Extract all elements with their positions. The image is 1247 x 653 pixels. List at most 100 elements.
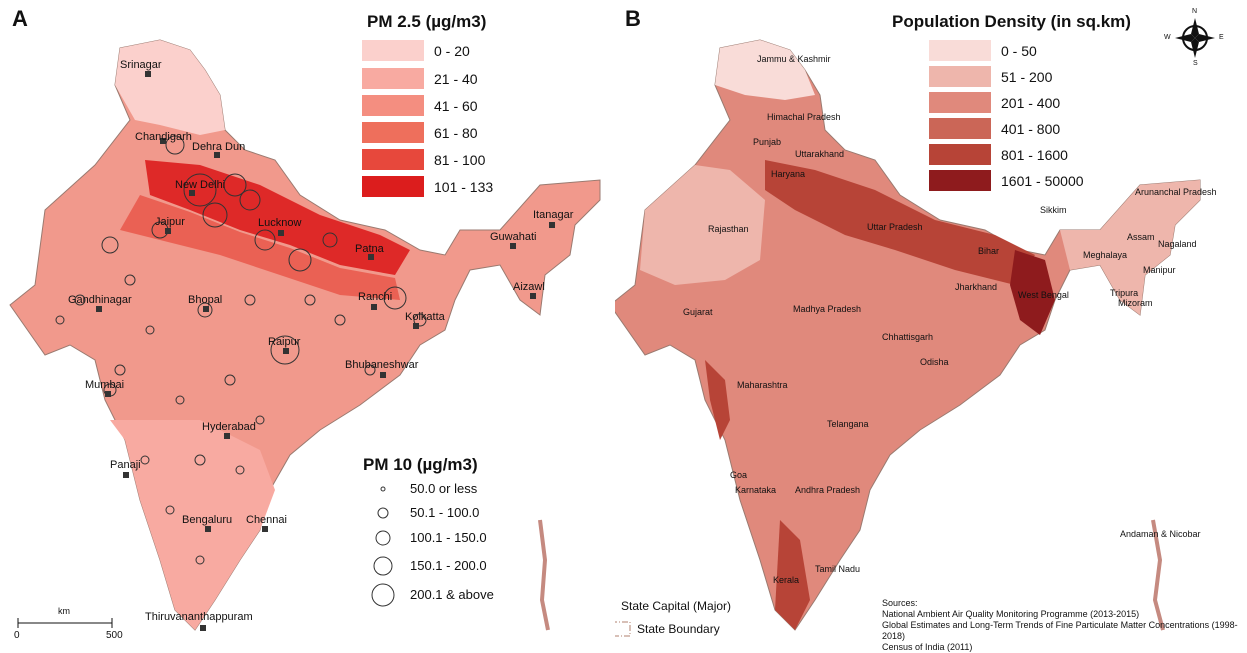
city-label: Itanagar — [533, 209, 574, 221]
legend-row: 201 - 400 — [929, 92, 1060, 113]
compass-w: W — [1164, 34, 1171, 41]
pm10-legend-label: 200.1 & above — [410, 587, 494, 602]
legend-label: 0 - 20 — [434, 42, 470, 59]
state-labels: Jammu & Kashmir Himachal Pradesh Punjab … — [683, 54, 1217, 585]
compass-e: E — [1219, 34, 1224, 41]
state-label: Manipur — [1143, 265, 1176, 275]
state-label: Sikkim — [1040, 205, 1067, 215]
state-label: Chhattisgarh — [882, 332, 933, 342]
state-label: Mizoram — [1118, 298, 1153, 308]
state-label: Madhya Pradesh — [793, 304, 861, 314]
legend-swatch — [362, 149, 424, 170]
legend-label: 51 - 200 — [1001, 68, 1053, 85]
pm10-legend-label: 50.0 or less — [410, 481, 478, 496]
legend-swatch — [362, 95, 424, 116]
india-pm-map: Srinagar Chandigarh Dehra Dun New Delhi … — [9, 39, 601, 631]
city-label: Bhopal — [188, 294, 222, 306]
state-label: Uttarakhand — [795, 149, 844, 159]
city-label: Bhubaneshwar — [345, 359, 419, 371]
panel-b-density-map: Jammu & Kashmir Himachal Pradesh Punjab … — [615, 0, 1247, 652]
legend-label: 81 - 100 — [434, 151, 486, 168]
india-outline — [615, 39, 1201, 631]
state-label: Andhra Pradesh — [795, 485, 860, 495]
source-line: Global Estimates and Long-Term Trends of… — [882, 620, 1238, 641]
city-label: Panaji — [110, 459, 141, 471]
state-label: Andaman & Nicobar — [1120, 529, 1201, 539]
scale-bar — [17, 618, 113, 628]
city-label: Gandhinagar — [68, 294, 132, 306]
legend-label: 0 - 50 — [1001, 42, 1037, 59]
state-label: Goa — [730, 470, 747, 480]
sources-block: Sources: National Ambient Air Quality Mo… — [882, 598, 1247, 653]
density-legend-title: Population Density (in sq.km) — [892, 12, 1131, 31]
region-northeast — [1060, 180, 1200, 315]
legend-row: 101 - 133 — [362, 176, 493, 197]
region-indo-gangetic-edge — [120, 195, 400, 300]
legend-swatch — [929, 118, 991, 139]
legend-swatch — [362, 68, 424, 89]
legend-label: 401 - 800 — [1001, 120, 1061, 137]
state-label: Jharkhand — [955, 282, 997, 292]
india-outline — [9, 39, 601, 631]
scale-start: 0 — [14, 630, 20, 641]
city-label: Jaipur — [155, 216, 185, 228]
city-label: Srinagar — [120, 59, 162, 71]
compass-rose — [1175, 18, 1215, 58]
state-label: Tamil Nadu — [815, 564, 860, 574]
city-label: Chandigarh — [135, 131, 192, 143]
andaman-islands — [1151, 519, 1165, 631]
legend-row: 1601 - 50000 — [929, 170, 1084, 191]
state-label: Telangana — [827, 419, 869, 429]
legend-label: 801 - 1600 — [1001, 146, 1068, 163]
legend-swatch — [929, 144, 991, 165]
city-label: Chennai — [246, 514, 287, 526]
state-label: Kerala — [773, 575, 799, 585]
state-label: Nagaland — [1158, 239, 1197, 249]
state-label: Punjab — [753, 137, 781, 147]
city-label: Thiruvananthappuram — [145, 611, 253, 623]
legend-label: 61 - 80 — [434, 124, 478, 141]
legend-row: 0 - 50 — [929, 40, 1037, 61]
state-label: Jammu & Kashmir — [757, 54, 831, 64]
state-label: Maharashtra — [737, 380, 788, 390]
panel-a-pm-map: Srinagar Chandigarh Dehra Dun New Delhi … — [0, 0, 615, 648]
legend-label: 1601 - 50000 — [1001, 172, 1084, 189]
state-label: Bihar — [978, 246, 999, 256]
city-label: Patna — [355, 243, 385, 255]
state-label: Rajasthan — [708, 224, 749, 234]
source-line: National Ambient Air Quality Monitoring … — [882, 609, 1140, 619]
legend-row: 401 - 800 — [929, 118, 1060, 139]
state-label: Haryana — [771, 169, 805, 179]
state-label: Arunanchal Pradesh — [1135, 187, 1217, 197]
capital-legend-label: State Capital (Major) — [621, 599, 732, 613]
legend-label: 101 - 133 — [434, 178, 494, 195]
legend-swatch — [929, 66, 991, 87]
pm10-circles — [55, 135, 427, 565]
pm10-legend-circles — [371, 486, 395, 607]
city-labels: Srinagar Chandigarh Dehra Dun New Delhi … — [68, 59, 574, 623]
state-label: Uttar Pradesh — [867, 222, 923, 232]
legend-row: 21 - 40 — [362, 68, 478, 89]
city-label: Aizawl — [513, 281, 545, 293]
city-label: Hyderabad — [202, 421, 256, 433]
legend-label: 21 - 40 — [434, 70, 478, 87]
compass-n: N — [1192, 8, 1198, 15]
compass-s: S — [1193, 60, 1198, 67]
legend-swatch — [362, 40, 424, 61]
legend-row: 61 - 80 — [362, 122, 478, 143]
state-label: Himachal Pradesh — [767, 112, 841, 122]
region-westcoast-dense — [705, 360, 730, 440]
city-label: Dehra Dun — [192, 141, 245, 153]
legend-swatch — [929, 92, 991, 113]
region-south-light — [110, 420, 275, 630]
region-gangetic-dense — [765, 160, 1035, 285]
city-label: New Delhi — [175, 179, 225, 191]
legend-swatch — [362, 176, 424, 197]
pm10-legend-label: 50.1 - 100.0 — [410, 505, 480, 520]
legend-row: 81 - 100 — [362, 149, 485, 170]
region-jk-light — [715, 40, 815, 100]
state-label: Odisha — [920, 357, 949, 367]
pm10-legend-title: PM 10 (µg/m3) — [363, 455, 478, 474]
city-label: Raipur — [268, 336, 301, 348]
source-line: Census of India (2011) — [882, 642, 973, 652]
